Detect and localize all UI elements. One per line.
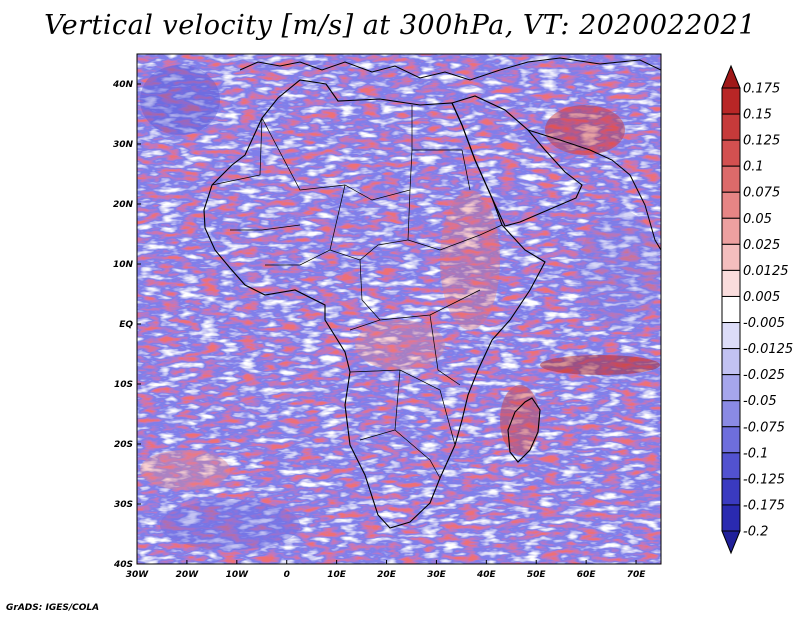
colorbar-segment	[721, 400, 741, 428]
arabia-coastline	[451, 95, 583, 227]
colorbar-label: 0.125	[743, 134, 780, 149]
colorbar-segment	[721, 322, 741, 350]
colorbar-bottom-arrow	[721, 530, 741, 555]
colorbar-label: -0.0125	[743, 342, 793, 357]
colorbar-segment	[721, 504, 741, 532]
colorbar-segment	[721, 348, 741, 376]
colorbar-segment	[721, 452, 741, 480]
colorbar-segment	[721, 191, 741, 219]
lat-label: 40S	[113, 560, 133, 570]
lat-label: 40N	[112, 80, 134, 90]
madagascar	[507, 397, 541, 463]
colorbar-label: -0.005	[743, 316, 785, 331]
colorbar-segment	[721, 113, 741, 141]
page-title: Vertical velocity [m/s] at 300hPa, VT: 2…	[44, 10, 756, 41]
colorbar-label: -0.2	[743, 525, 768, 540]
lat-label: 30N	[113, 140, 134, 150]
lat-label: 10N	[113, 260, 134, 270]
colorbar-label: 0.0125	[743, 264, 789, 279]
colorbar-segment	[721, 269, 741, 297]
lat-label: 30S	[114, 500, 133, 510]
colorbar-label: -0.125	[743, 472, 785, 487]
lat-label: 20S	[114, 440, 133, 450]
colorbar-segment	[721, 426, 741, 454]
colorbar-segment	[721, 165, 741, 193]
lat-label: EQ	[119, 320, 133, 330]
lat-label: 20N	[113, 200, 134, 210]
lon-label: 0	[284, 570, 290, 580]
lon-label: 60E	[577, 570, 597, 580]
colorbar-label: -0.05	[743, 394, 777, 409]
colorbar-segment	[721, 139, 741, 167]
colorbar-label: 0.1	[743, 160, 764, 175]
colorbar-label: -0.175	[743, 498, 785, 513]
colorbar-label: 0.175	[743, 82, 780, 97]
colorbar-label: 0.005	[743, 290, 780, 305]
colorbar-segment	[721, 243, 741, 271]
lon-label: 10W	[226, 570, 250, 580]
map-frame	[136, 53, 662, 565]
colorbar-segment	[721, 478, 741, 506]
asia-coastline	[527, 129, 661, 251]
colorbar-label: 0.05	[743, 212, 772, 227]
lon-label: 30W	[126, 570, 150, 580]
colorbar-label: 0.15	[743, 108, 772, 123]
velocity-field	[137, 54, 661, 564]
lon-label: 20W	[176, 570, 200, 580]
lon-label: 50E	[527, 570, 547, 580]
colorbar-label: -0.1	[743, 446, 768, 461]
lon-label: 30E	[427, 570, 447, 580]
colorbar-top-arrow	[721, 64, 741, 89]
longitude-labels: 30W 20W 10W 0 10E 20E 30E 40E 50E 60E 70E	[126, 560, 646, 580]
colorbar-segment	[721, 374, 741, 402]
colorbar: 0.175 0.15 0.125 0.1 0.075 0.05 0.025 0.0125 0.0…	[721, 64, 793, 555]
lon-label: 10E	[327, 570, 347, 580]
lon-label: 40E	[476, 570, 497, 580]
lon-label: 70E	[627, 570, 647, 580]
country-borders	[211, 105, 503, 479]
africa-coastline	[203, 79, 546, 529]
latitude-labels: 40N 30N 20N 10N EQ 10S 20S 30S 40S	[112, 80, 141, 570]
europe-coastline	[239, 57, 661, 81]
lon-label: 20E	[377, 570, 397, 580]
grads-credit: GrADS: IGES/COLA	[6, 603, 100, 613]
colorbar-segment	[721, 295, 741, 324]
colorbar-segment	[721, 87, 741, 115]
lat-label: 10S	[114, 380, 133, 390]
colorbar-label: 0.075	[743, 186, 780, 201]
colorbar-label: 0.025	[743, 238, 780, 253]
colorbar-label: -0.075	[743, 420, 785, 435]
colorbar-segment	[721, 217, 741, 245]
colorbar-label: -0.025	[743, 368, 785, 383]
